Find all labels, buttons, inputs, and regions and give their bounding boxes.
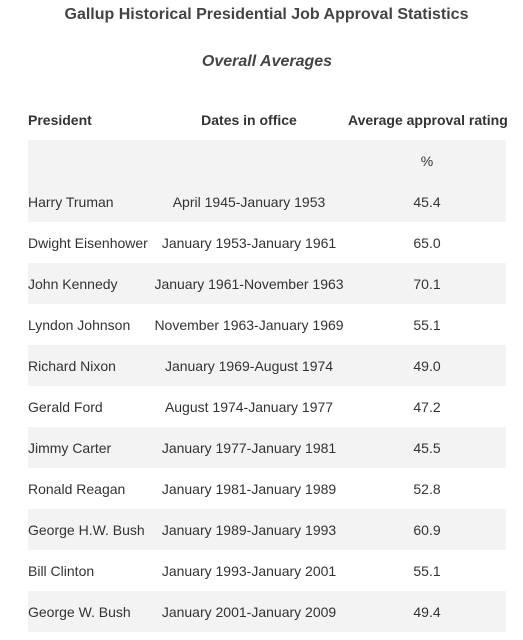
unit-cell-approval: % <box>348 140 506 181</box>
president-name-cell: Richard Nixon <box>28 345 150 386</box>
approval-rating-cell: 45.5 <box>348 427 506 468</box>
approval-rating-cell: 70.1 <box>348 263 506 304</box>
dates-in-office-cell: January 2001-January 2009 <box>150 591 348 632</box>
table-row: Lyndon Johnson November 1963-January 1969… <box>28 304 506 345</box>
approval-rating-cell: 65.0 <box>413 234 441 251</box>
approval-table: President Dates in office Average approv… <box>28 99 508 632</box>
dates-in-office-cell: January 1989-January 1993 <box>150 509 348 550</box>
column-header-approval: Average approval rating <box>348 111 508 128</box>
president-name-cell: Harry Truman <box>28 181 150 222</box>
dates-in-office-cell: January 1977-January 1981 <box>150 427 348 468</box>
table-row: Richard Nixon January 1969-August 1974 49.… <box>28 345 506 386</box>
approval-rating-cell: 49.0 <box>348 345 506 386</box>
president-name-cell: Gerald Ford <box>28 398 103 415</box>
approval-rating-cell: 49.4 <box>348 591 506 632</box>
president-name-cell: Bill Clinton <box>28 562 95 579</box>
table-body: % Harry Truman April 1945-January 1953 45.… <box>28 140 506 632</box>
approval-rating-cell: 45.4 <box>348 181 506 222</box>
unit-cell-dates <box>150 140 348 181</box>
table-row: Jimmy Carter January 1977-January 1981 45.… <box>28 427 506 468</box>
president-name-cell: George H.W. Bush <box>28 509 150 550</box>
president-name-cell: Ronald Reagan <box>28 480 126 497</box>
president-name-cell: Jimmy Carter <box>28 427 150 468</box>
dates-in-office-cell: August 1974-January 1977 <box>164 398 334 415</box>
dates-in-office-cell: January 1953-January 1961 <box>161 234 337 251</box>
president-name-cell: George W. Bush <box>28 591 150 632</box>
dates-in-office-cell: January 1993-January 2001 <box>161 562 337 579</box>
dates-in-office-cell: January 1961-November 1963 <box>150 263 348 304</box>
table-row: Gerald Ford August 1974-January 1977 47.2 <box>28 386 506 427</box>
president-name-cell: Lyndon Johnson <box>28 316 131 333</box>
table-row: Harry Truman April 1945-January 1953 45.4 <box>28 181 506 222</box>
header-row: President Dates in office Average approv… <box>28 99 508 140</box>
approval-rating-cell: 55.1 <box>413 562 441 579</box>
approval-rating-cell: 55.1 <box>413 316 441 333</box>
table-row: Ronald Reagan January 1981-January 1989 52… <box>28 468 506 509</box>
column-header-dates: Dates in office <box>201 111 297 128</box>
table-row: George W. Bush January 2001-January 2009 4… <box>28 591 506 632</box>
president-name-cell: Dwight Eisenhower <box>28 234 148 251</box>
table-header: President Dates in office Average approv… <box>28 99 508 140</box>
page-subtitle: Overall Averages <box>201 53 333 70</box>
dates-in-office-cell: April 1945-January 1953 <box>150 181 348 222</box>
table-row: Bill Clinton January 1993-January 2001 55.… <box>28 550 506 591</box>
approval-rating-cell: 60.9 <box>348 509 506 550</box>
dates-in-office-cell: November 1963-January 1969 <box>154 316 344 333</box>
column-header-president: President <box>28 111 92 128</box>
table-row: George H.W. Bush January 1989-January 199… <box>28 509 506 550</box>
president-name-cell: John Kennedy <box>28 263 150 304</box>
page-title: Gallup Historical Presidential Job Appro… <box>64 6 469 23</box>
approval-rating-cell: 52.8 <box>413 480 441 497</box>
table-row: John Kennedy January 1961-November 1963 70… <box>28 263 506 304</box>
unit-cell-president <box>28 140 150 181</box>
dates-in-office-cell: January 1981-January 1989 <box>161 480 337 497</box>
dates-in-office-cell: January 1969-August 1974 <box>150 345 348 386</box>
table-row: Dwight Eisenhower January 1953-January 19… <box>28 222 506 263</box>
unit-row: % <box>28 140 506 181</box>
approval-rating-cell: 47.2 <box>413 398 441 415</box>
